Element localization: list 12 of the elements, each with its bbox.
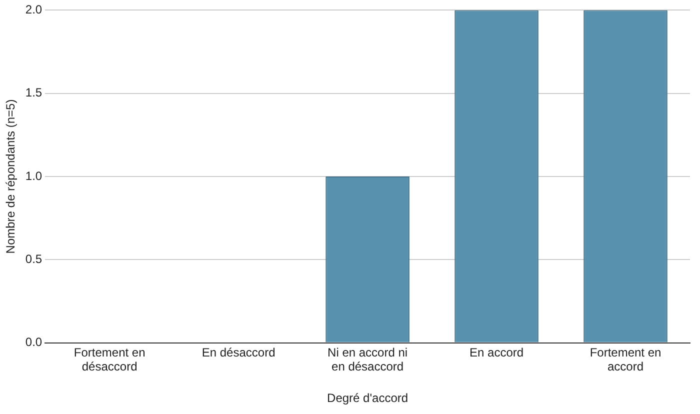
y-tick-label: 2.0 xyxy=(25,2,42,17)
y-tick-label: 1.5 xyxy=(25,86,42,100)
y-tick-label: 0.5 xyxy=(25,252,42,266)
x-tick-label: Ni en accord ni en désaccord xyxy=(328,345,408,374)
y-axis-title: Nombre de répondants (n=5) xyxy=(4,99,18,254)
y-tick-label: 0.0 xyxy=(25,335,42,350)
x-axis-title: Degré d'accord xyxy=(327,391,408,406)
x-tick-label: Fortement en désaccord xyxy=(74,345,146,374)
x-tick-label: Fortement en accord xyxy=(590,345,662,374)
x-tick-label: En accord xyxy=(470,345,524,360)
x-tick-label: En désaccord xyxy=(202,345,276,360)
y-tick-label: 1.0 xyxy=(25,168,42,183)
